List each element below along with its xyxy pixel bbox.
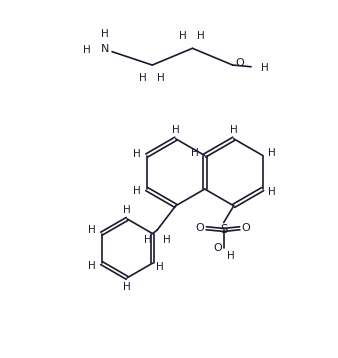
Text: H: H (230, 125, 238, 135)
Text: O: O (195, 223, 204, 233)
Text: N: N (100, 44, 109, 54)
Text: H: H (134, 186, 141, 196)
Text: H: H (88, 225, 96, 235)
Text: H: H (163, 235, 171, 245)
Text: H: H (178, 30, 186, 40)
Text: O: O (242, 223, 250, 233)
Text: H: H (88, 261, 96, 271)
Text: H: H (268, 187, 276, 197)
Text: H: H (123, 205, 131, 215)
Text: H: H (197, 30, 205, 40)
Text: O: O (213, 243, 222, 253)
Text: H: H (268, 148, 276, 158)
Text: H: H (172, 125, 179, 135)
Text: H: H (191, 148, 198, 158)
Text: H: H (134, 149, 141, 159)
Text: H: H (139, 73, 147, 83)
Text: H: H (123, 282, 131, 292)
Text: O: O (236, 58, 244, 68)
Text: H: H (101, 29, 108, 39)
Text: H: H (144, 235, 152, 245)
Text: H: H (226, 251, 234, 261)
Text: H: H (156, 262, 164, 272)
Text: H: H (261, 63, 268, 73)
Text: H: H (83, 45, 91, 55)
Text: H: H (157, 73, 165, 83)
Text: S: S (220, 223, 227, 236)
